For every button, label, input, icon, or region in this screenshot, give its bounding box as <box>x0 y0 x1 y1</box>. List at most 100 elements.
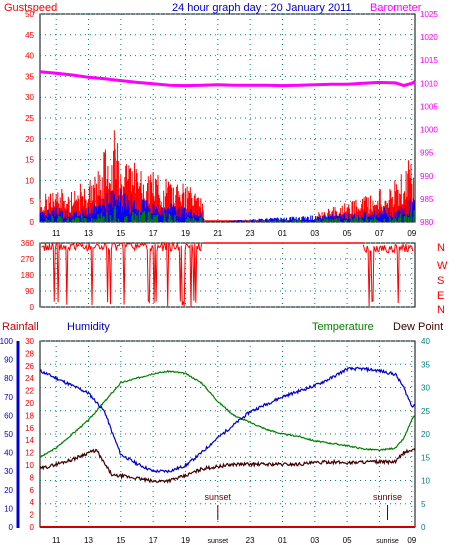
wind-x-tick-label: 17 <box>149 229 158 238</box>
direction-tick-label: 0 <box>30 303 35 312</box>
wind-x-tick-label: 07 <box>375 229 384 238</box>
rain-title: Rainfall <box>2 321 39 333</box>
gust-tick-label: 15 <box>25 156 34 165</box>
wind-x-tick-label: 03 <box>310 229 319 238</box>
humidity-tick-label: 100 <box>0 337 14 346</box>
baro-tick-label: 1015 <box>420 56 438 65</box>
rain-tick-label: 10 <box>25 461 34 470</box>
sun-markers <box>217 505 389 520</box>
graph-title: 24 hour graph day : 20 January 2011 <box>172 2 352 14</box>
baro-axis: 980 985 990 995 1000 1005 1010 1015 1020 1025 <box>420 10 438 227</box>
weather-x-tick-label: 03 <box>310 536 319 545</box>
compass-label: N <box>437 304 445 316</box>
gust-tick-label: 20 <box>25 135 34 144</box>
rain-tick-label: 8 <box>30 473 35 482</box>
direction-tick-label: 180 <box>21 271 35 280</box>
gust-tick-label: 5 <box>30 197 35 206</box>
baro-tick-label: 980 <box>420 218 434 227</box>
rain-tick-label: 26 <box>25 362 34 371</box>
barometer-line <box>39 70 416 88</box>
weather-x-tick-label: 17 <box>149 536 158 545</box>
direction-trace <box>41 241 203 307</box>
direction-axis: 0 90 180 270 360 <box>21 239 35 312</box>
gust-tick-label: 50 <box>25 10 34 19</box>
wind-x-tick-label: 19 <box>181 229 190 238</box>
calm-series <box>40 205 415 222</box>
dewpoint-title: Dew Point <box>393 321 443 333</box>
wind-x-tick-label: 15 <box>116 229 125 238</box>
wind-x-tick-label: 11 <box>52 229 61 238</box>
rain-tick-label: 12 <box>25 449 34 458</box>
rain-tick-label: 6 <box>30 486 35 495</box>
baro-tick-label: 1010 <box>420 79 438 88</box>
gust-tick-label: 35 <box>25 72 34 81</box>
weather-x-tick-label: 11 <box>52 536 61 545</box>
temperature-tick-label: 10 <box>421 477 430 486</box>
humidity-tick-label: 40 <box>4 449 13 458</box>
weather-x-tick-label: sunset <box>207 538 228 545</box>
direction-tick-label: 360 <box>21 239 35 248</box>
rain-tick-label: 20 <box>25 399 34 408</box>
rain-tick-label: 22 <box>25 387 34 396</box>
humidity-tick-label: 20 <box>4 486 13 495</box>
rain-tick-label: 4 <box>30 498 35 507</box>
weather-x-axis: 11 13 15 17 19 23 01 03 05 09 sunset sunrise <box>52 536 417 545</box>
humidity-title: Humidity <box>67 321 110 333</box>
weather-x-tick-label: 05 <box>343 536 352 545</box>
compass-label: S <box>437 275 444 287</box>
humidity-tick-label: 90 <box>4 356 13 365</box>
baro-tick-label: 990 <box>420 172 434 181</box>
wind-x-tick-label: 01 <box>278 229 287 238</box>
gust-tick-label: 10 <box>25 176 34 185</box>
gust-tick-label: 45 <box>25 31 34 40</box>
direction-tick-label: 90 <box>25 287 34 296</box>
rain-tick-label: 14 <box>25 436 34 445</box>
baro-title: Barometer <box>370 2 422 14</box>
compass-label: N <box>437 242 445 254</box>
weather-x-tick-label: 19 <box>181 536 190 545</box>
direction-panel-frame <box>39 242 416 308</box>
humidity-tick-label: 30 <box>4 467 13 476</box>
gust-title: Gustspeed <box>4 2 57 14</box>
weather-x-tick-label: sunrise <box>376 538 399 545</box>
humidity-tick-label: 80 <box>4 374 13 383</box>
baro-tick-label: 1000 <box>420 126 438 135</box>
rain-tick-label: 18 <box>25 411 34 420</box>
temperature-tick-label: 5 <box>421 500 426 509</box>
weather-x-tick-label: 23 <box>246 536 255 545</box>
direction-trace <box>362 242 414 307</box>
humidity-tick-label: 60 <box>4 411 13 420</box>
rain-tick-label: 16 <box>25 424 34 433</box>
temperature-tick-label: 30 <box>421 384 430 393</box>
compass-label: E <box>437 290 444 302</box>
temperature-tick-label: 35 <box>421 360 430 369</box>
rain-tick-label: 28 <box>25 349 34 358</box>
humidity-line <box>39 366 416 474</box>
temperature-tick-label: 0 <box>421 523 426 532</box>
temperature-tick-label: 20 <box>421 430 430 439</box>
rain-tick-label: 30 <box>25 337 34 346</box>
weather-x-tick-label: 15 <box>116 536 125 545</box>
weather-panel-frame <box>39 340 416 528</box>
baro-tick-label: 1020 <box>420 33 438 42</box>
gust-tick-label: 25 <box>25 114 34 123</box>
temperature-tick-label: 15 <box>421 453 430 462</box>
humidity-tick-label: 50 <box>4 430 13 439</box>
humidity-tick-label: 70 <box>4 393 13 402</box>
baro-tick-label: 985 <box>420 195 434 204</box>
wind-x-tick-label: 05 <box>343 229 352 238</box>
weather-x-tick-label: 13 <box>84 536 93 545</box>
wind-x-axis: 11 13 15 17 19 21 23 01 03 05 07 09 <box>52 229 417 238</box>
dewpoint-line <box>39 448 416 484</box>
temperature-title: Temperature <box>312 321 374 333</box>
wind-x-tick-label: 23 <box>246 229 255 238</box>
temperature-line <box>39 369 416 459</box>
wind-x-tick-label: 21 <box>213 229 222 238</box>
baro-tick-label: 1005 <box>420 102 438 111</box>
rain-tick-label: 0 <box>30 523 35 532</box>
weather-x-tick-label: 01 <box>278 536 287 545</box>
